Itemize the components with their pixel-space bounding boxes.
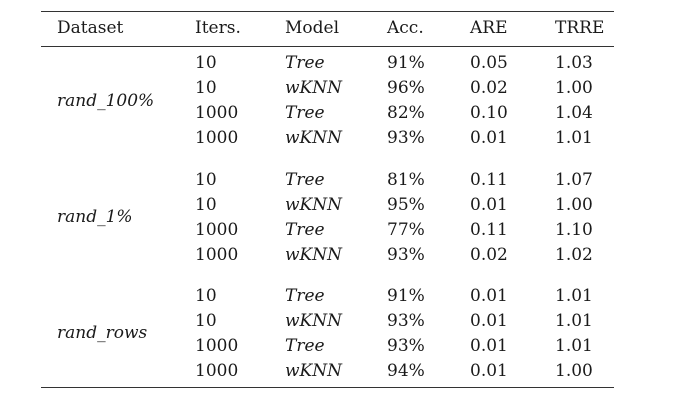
table-header-rule (41, 46, 614, 47)
header-dataset: Dataset (57, 18, 124, 38)
dataset-label: rand_rows (57, 323, 148, 343)
cell-are: 0.05 (470, 53, 508, 73)
header-model: Model (285, 18, 340, 38)
cell-acc: 93% (387, 336, 425, 356)
dataset-label: rand_1% (57, 207, 133, 227)
cell-iters: 10 (195, 53, 217, 73)
table-bottom-rule (41, 387, 614, 388)
cell-model: Tree (285, 103, 325, 123)
cell-trre: 1.02 (555, 245, 593, 265)
cell-model: wKNN (285, 361, 343, 381)
cell-are: 0.01 (470, 336, 508, 356)
cell-are: 0.01 (470, 311, 508, 331)
cell-are: 0.11 (470, 170, 508, 190)
cell-model: Tree (285, 53, 325, 73)
cell-acc: 95% (387, 195, 425, 215)
cell-iters: 10 (195, 170, 217, 190)
cell-model: Tree (285, 286, 325, 306)
cell-trre: 1.04 (555, 103, 593, 123)
table-top-rule (41, 11, 614, 12)
cell-iters: 1000 (195, 245, 239, 265)
cell-acc: 93% (387, 311, 425, 331)
cell-iters: 10 (195, 195, 217, 215)
cell-model: wKNN (285, 311, 343, 331)
cell-model: Tree (285, 220, 325, 240)
cell-trre: 1.01 (555, 336, 593, 356)
cell-acc: 82% (387, 103, 425, 123)
cell-acc: 91% (387, 53, 425, 73)
header-acc: Acc. (387, 18, 424, 38)
cell-iters: 1000 (195, 336, 239, 356)
cell-acc: 94% (387, 361, 425, 381)
cell-acc: 96% (387, 78, 425, 98)
cell-model: Tree (285, 170, 325, 190)
cell-trre: 1.03 (555, 53, 593, 73)
cell-acc: 81% (387, 170, 425, 190)
cell-iters: 1000 (195, 103, 239, 123)
cell-trre: 1.00 (555, 78, 593, 98)
header-trre: TRRE (555, 18, 605, 38)
cell-iters: 1000 (195, 361, 239, 381)
header-iters: Iters. (195, 18, 241, 38)
cell-trre: 1.00 (555, 195, 593, 215)
cell-acc: 77% (387, 220, 425, 240)
cell-model: wKNN (285, 195, 343, 215)
cell-acc: 93% (387, 245, 425, 265)
cell-iters: 10 (195, 286, 217, 306)
cell-trre: 1.01 (555, 128, 593, 148)
cell-are: 0.02 (470, 78, 508, 98)
cell-iters: 1000 (195, 128, 239, 148)
cell-are: 0.02 (470, 245, 508, 265)
cell-trre: 1.07 (555, 170, 593, 190)
cell-model: Tree (285, 336, 325, 356)
dataset-label: rand_100% (57, 91, 155, 111)
cell-are: 0.10 (470, 103, 508, 123)
cell-model: wKNN (285, 128, 343, 148)
cell-iters: 10 (195, 311, 217, 331)
cell-trre: 1.01 (555, 311, 593, 331)
cell-iters: 10 (195, 78, 217, 98)
cell-acc: 91% (387, 286, 425, 306)
cell-are: 0.01 (470, 361, 508, 381)
header-are: ARE (470, 18, 508, 38)
cell-trre: 1.01 (555, 286, 593, 306)
cell-model: wKNN (285, 245, 343, 265)
cell-acc: 93% (387, 128, 425, 148)
cell-trre: 1.00 (555, 361, 593, 381)
cell-are: 0.11 (470, 220, 508, 240)
cell-model: wKNN (285, 78, 343, 98)
cell-trre: 1.10 (555, 220, 593, 240)
cell-iters: 1000 (195, 220, 239, 240)
cell-are: 0.01 (470, 195, 508, 215)
cell-are: 0.01 (470, 286, 508, 306)
cell-are: 0.01 (470, 128, 508, 148)
